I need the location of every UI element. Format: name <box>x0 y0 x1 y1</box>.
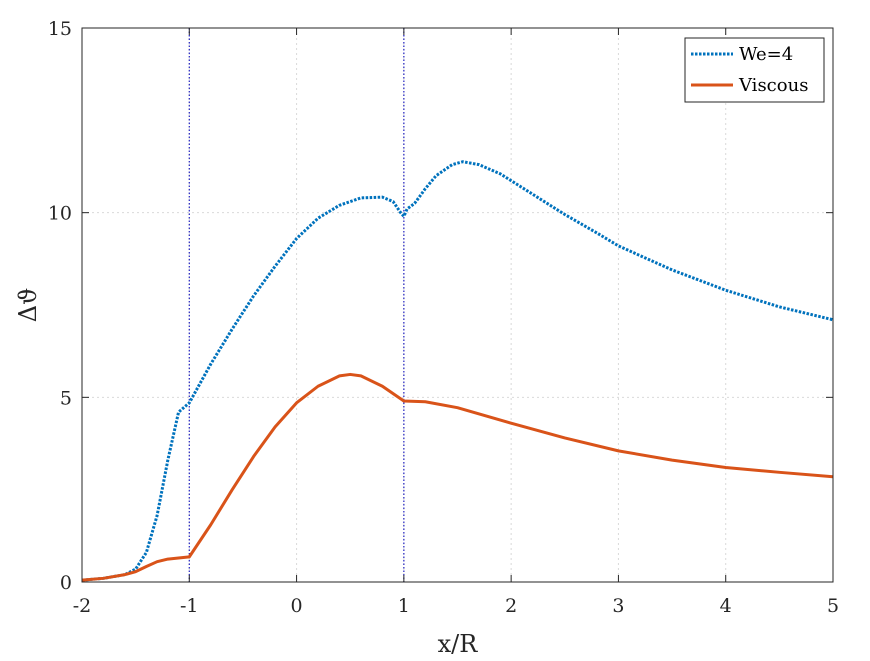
axis-ticks <box>81 27 834 583</box>
x-tick-label: 4 <box>720 595 732 617</box>
x-tick-labels: -2 -1 0 1 2 3 4 5 <box>73 595 839 617</box>
x-tick-label: 3 <box>612 595 624 617</box>
x-tick-label: -1 <box>180 595 199 617</box>
y-tick-label: 10 <box>48 203 72 225</box>
x-tick-label: 0 <box>291 595 303 617</box>
x-tick-label: 1 <box>398 595 410 617</box>
series-line-we-4 <box>81 160 834 582</box>
plot-frame <box>81 27 834 583</box>
x-tick-label: 2 <box>505 595 517 617</box>
x-tick-label: 5 <box>827 595 839 617</box>
series-line-viscous <box>81 372 834 582</box>
plot-background <box>82 28 833 582</box>
legend-box <box>684 37 825 103</box>
legend-label-viscous: Viscous <box>738 75 808 96</box>
legend: We=4 Viscous <box>684 37 825 103</box>
x-axis-label: x/R <box>438 630 479 658</box>
y-tick-label: 0 <box>60 572 72 594</box>
y-tick-labels: 0 5 10 15 <box>48 18 72 594</box>
y-axis-label: Δϑ <box>14 288 42 323</box>
y-tick-label: 5 <box>60 387 72 409</box>
series-lines <box>81 160 834 582</box>
x-tick-label: -2 <box>73 595 92 617</box>
y-tick-label: 15 <box>48 18 72 40</box>
reference-lines <box>188 28 405 582</box>
legend-label-we4: We=4 <box>739 44 793 65</box>
